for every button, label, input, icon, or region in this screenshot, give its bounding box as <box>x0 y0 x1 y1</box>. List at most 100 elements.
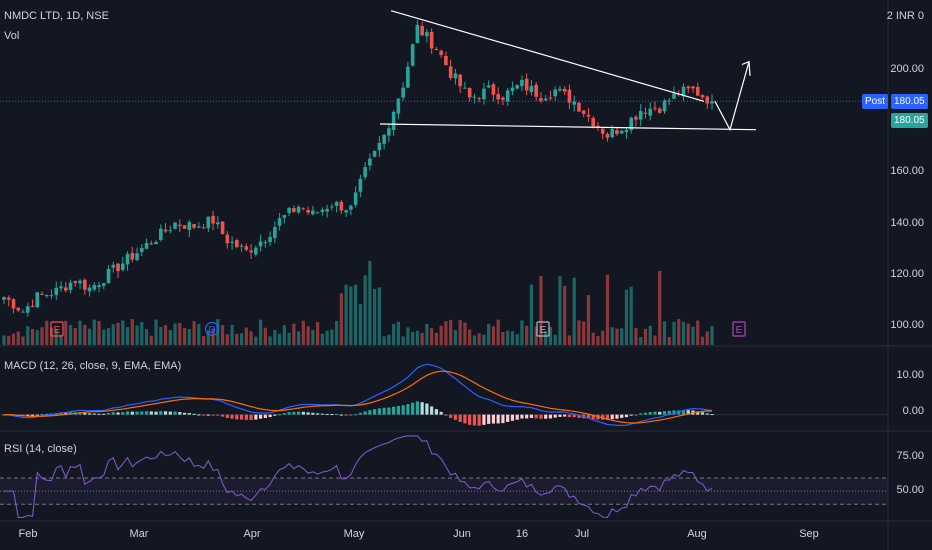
candle <box>292 208 296 212</box>
volume-bar <box>301 320 305 345</box>
macd-histogram-bar <box>87 413 92 415</box>
candle <box>78 280 82 284</box>
macd-histogram-bar <box>496 414 500 424</box>
macd-histogram-bar <box>249 414 253 421</box>
volume-bar <box>258 319 263 345</box>
macd-histogram-bar <box>297 411 301 415</box>
candle <box>44 295 49 297</box>
price-tick: 200.00 <box>890 63 924 75</box>
volume-bar <box>700 336 705 345</box>
macd-histogram-bar <box>244 414 248 420</box>
candle <box>486 85 491 88</box>
macd-histogram-bar <box>206 414 210 416</box>
volume-bar <box>458 319 462 345</box>
candle <box>472 96 477 98</box>
candle <box>406 66 410 88</box>
macd-histogram-bar <box>121 412 125 415</box>
candle <box>520 79 524 87</box>
x-tick-jul: Jul <box>574 528 590 540</box>
macd-histogram-bar <box>349 414 353 416</box>
macd-histogram-bar <box>449 414 453 418</box>
macd-histogram-bar <box>620 414 624 418</box>
volume-bar <box>572 277 576 345</box>
candle <box>591 118 596 127</box>
volume-bar <box>491 326 496 345</box>
candle <box>629 117 634 131</box>
volume-bar <box>681 321 686 345</box>
candle <box>349 205 353 210</box>
volume-bar <box>358 304 362 345</box>
rsi-line <box>4 435 713 518</box>
macd-histogram-bar <box>78 412 82 415</box>
signal-line <box>3 370 713 424</box>
candle <box>396 98 401 114</box>
volume-bar <box>396 321 400 345</box>
candle <box>358 178 363 192</box>
macd-histogram-bar <box>239 414 244 420</box>
macd-histogram-bar <box>439 411 443 415</box>
candle <box>643 112 648 114</box>
candle <box>624 129 629 133</box>
volume-bar <box>59 334 63 345</box>
volume-bar <box>624 289 629 345</box>
volume-bar <box>482 334 486 345</box>
volume-bar <box>64 320 68 345</box>
macd-histogram-bar <box>354 414 358 416</box>
volume-bar <box>211 328 215 345</box>
candle <box>339 201 344 211</box>
volume-bar <box>387 334 391 345</box>
candle <box>296 206 301 213</box>
macd-histogram-bar <box>339 414 343 416</box>
post-tag-label: Post <box>862 94 889 109</box>
candle <box>710 101 714 104</box>
volume-bar <box>16 331 20 345</box>
volume-bar <box>92 319 96 345</box>
macd-histogram-bar <box>92 413 96 415</box>
price-tick: 100.00 <box>890 319 924 331</box>
macd-histogram-bar <box>453 414 458 420</box>
candle <box>82 279 87 290</box>
price-tick: 160.00 <box>890 165 924 177</box>
macd-histogram-bar <box>325 413 329 415</box>
candle <box>249 250 253 253</box>
macd-histogram-bar <box>534 414 538 419</box>
macd-histogram-bar <box>411 402 415 415</box>
volume-bar <box>26 326 30 345</box>
macd-histogram-bar <box>106 412 111 415</box>
event-marker-label: E <box>54 325 61 336</box>
macd-histogram-bar <box>287 412 291 415</box>
macd-histogram-bar <box>591 414 595 420</box>
volume-bar <box>306 326 310 345</box>
candle <box>681 86 686 97</box>
candle <box>586 114 591 117</box>
volume-bar <box>368 261 372 345</box>
candle <box>686 86 691 89</box>
macd-histogram-bar <box>539 414 543 419</box>
volume-bar <box>244 327 248 345</box>
macd-histogram-bar <box>45 413 49 415</box>
macd-histogram-bar <box>235 414 239 420</box>
candle <box>467 88 472 98</box>
macd-histogram-bar <box>225 414 229 419</box>
volume-bar <box>620 328 624 345</box>
volume-bar <box>487 323 491 345</box>
volume-label: Vol <box>4 30 20 42</box>
candle <box>653 107 657 109</box>
volume-bar <box>249 331 253 345</box>
macd-histogram-bar <box>216 414 220 416</box>
candle <box>287 207 291 213</box>
candle <box>30 306 35 308</box>
candle <box>391 111 396 130</box>
volume-bar <box>197 324 201 345</box>
candle <box>111 264 116 268</box>
macd-histogram-bar <box>277 414 282 416</box>
macd-histogram-bar <box>168 411 172 415</box>
candle <box>182 225 187 229</box>
macd-histogram-bar <box>510 414 515 421</box>
macd-histogram-bar <box>125 411 130 415</box>
macd-histogram-bar <box>415 401 419 415</box>
volume-bar <box>615 328 619 345</box>
macd-histogram-bar <box>643 412 648 415</box>
